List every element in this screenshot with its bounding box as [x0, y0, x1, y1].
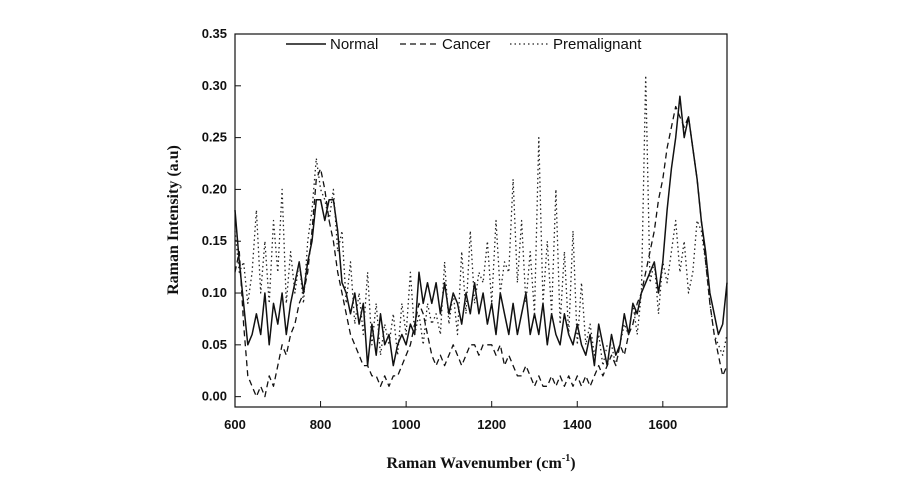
x-tick-label: 1200	[477, 417, 506, 432]
legend: Normal Cancer Premalignant	[286, 36, 642, 53]
x-axis-ticks: 600 800 1000 1200 1400 1600	[224, 401, 677, 432]
y-tick-label: 0.25	[202, 130, 227, 145]
series-line-cancer	[234, 105, 728, 398]
legend-label-cancer: Cancer	[442, 36, 490, 53]
x-tick-label: 1400	[563, 417, 592, 432]
legend-label-premalignant: Premalignant	[553, 36, 642, 53]
series-line-normal	[234, 95, 728, 367]
y-axis-title: Raman Intensity (a.u)	[165, 145, 182, 295]
x-tick-label: 1000	[392, 417, 421, 432]
y-tick-label: 0.15	[202, 233, 227, 248]
y-tick-label: 0.35	[202, 26, 227, 41]
x-tick-label: 800	[310, 417, 332, 432]
x-axis-title: Raman Wavenumber (cm-1)	[386, 453, 575, 472]
y-tick-label: 0.00	[202, 389, 227, 404]
y-tick-label: 0.10	[202, 285, 227, 300]
x-tick-label: 1600	[648, 417, 677, 432]
y-tick-label: 0.20	[202, 181, 227, 196]
y-axis-ticks: 0.00 0.05 0.10 0.15 0.20 0.25 0.30 0.35	[202, 26, 241, 404]
x-tick-label: 600	[224, 417, 246, 432]
series-layer	[234, 74, 728, 398]
legend-label-normal: Normal	[330, 36, 378, 53]
y-tick-label: 0.05	[202, 337, 227, 352]
series-line-premalignant	[234, 74, 728, 367]
plot-frame	[234, 33, 728, 408]
y-tick-label: 0.30	[202, 78, 227, 93]
